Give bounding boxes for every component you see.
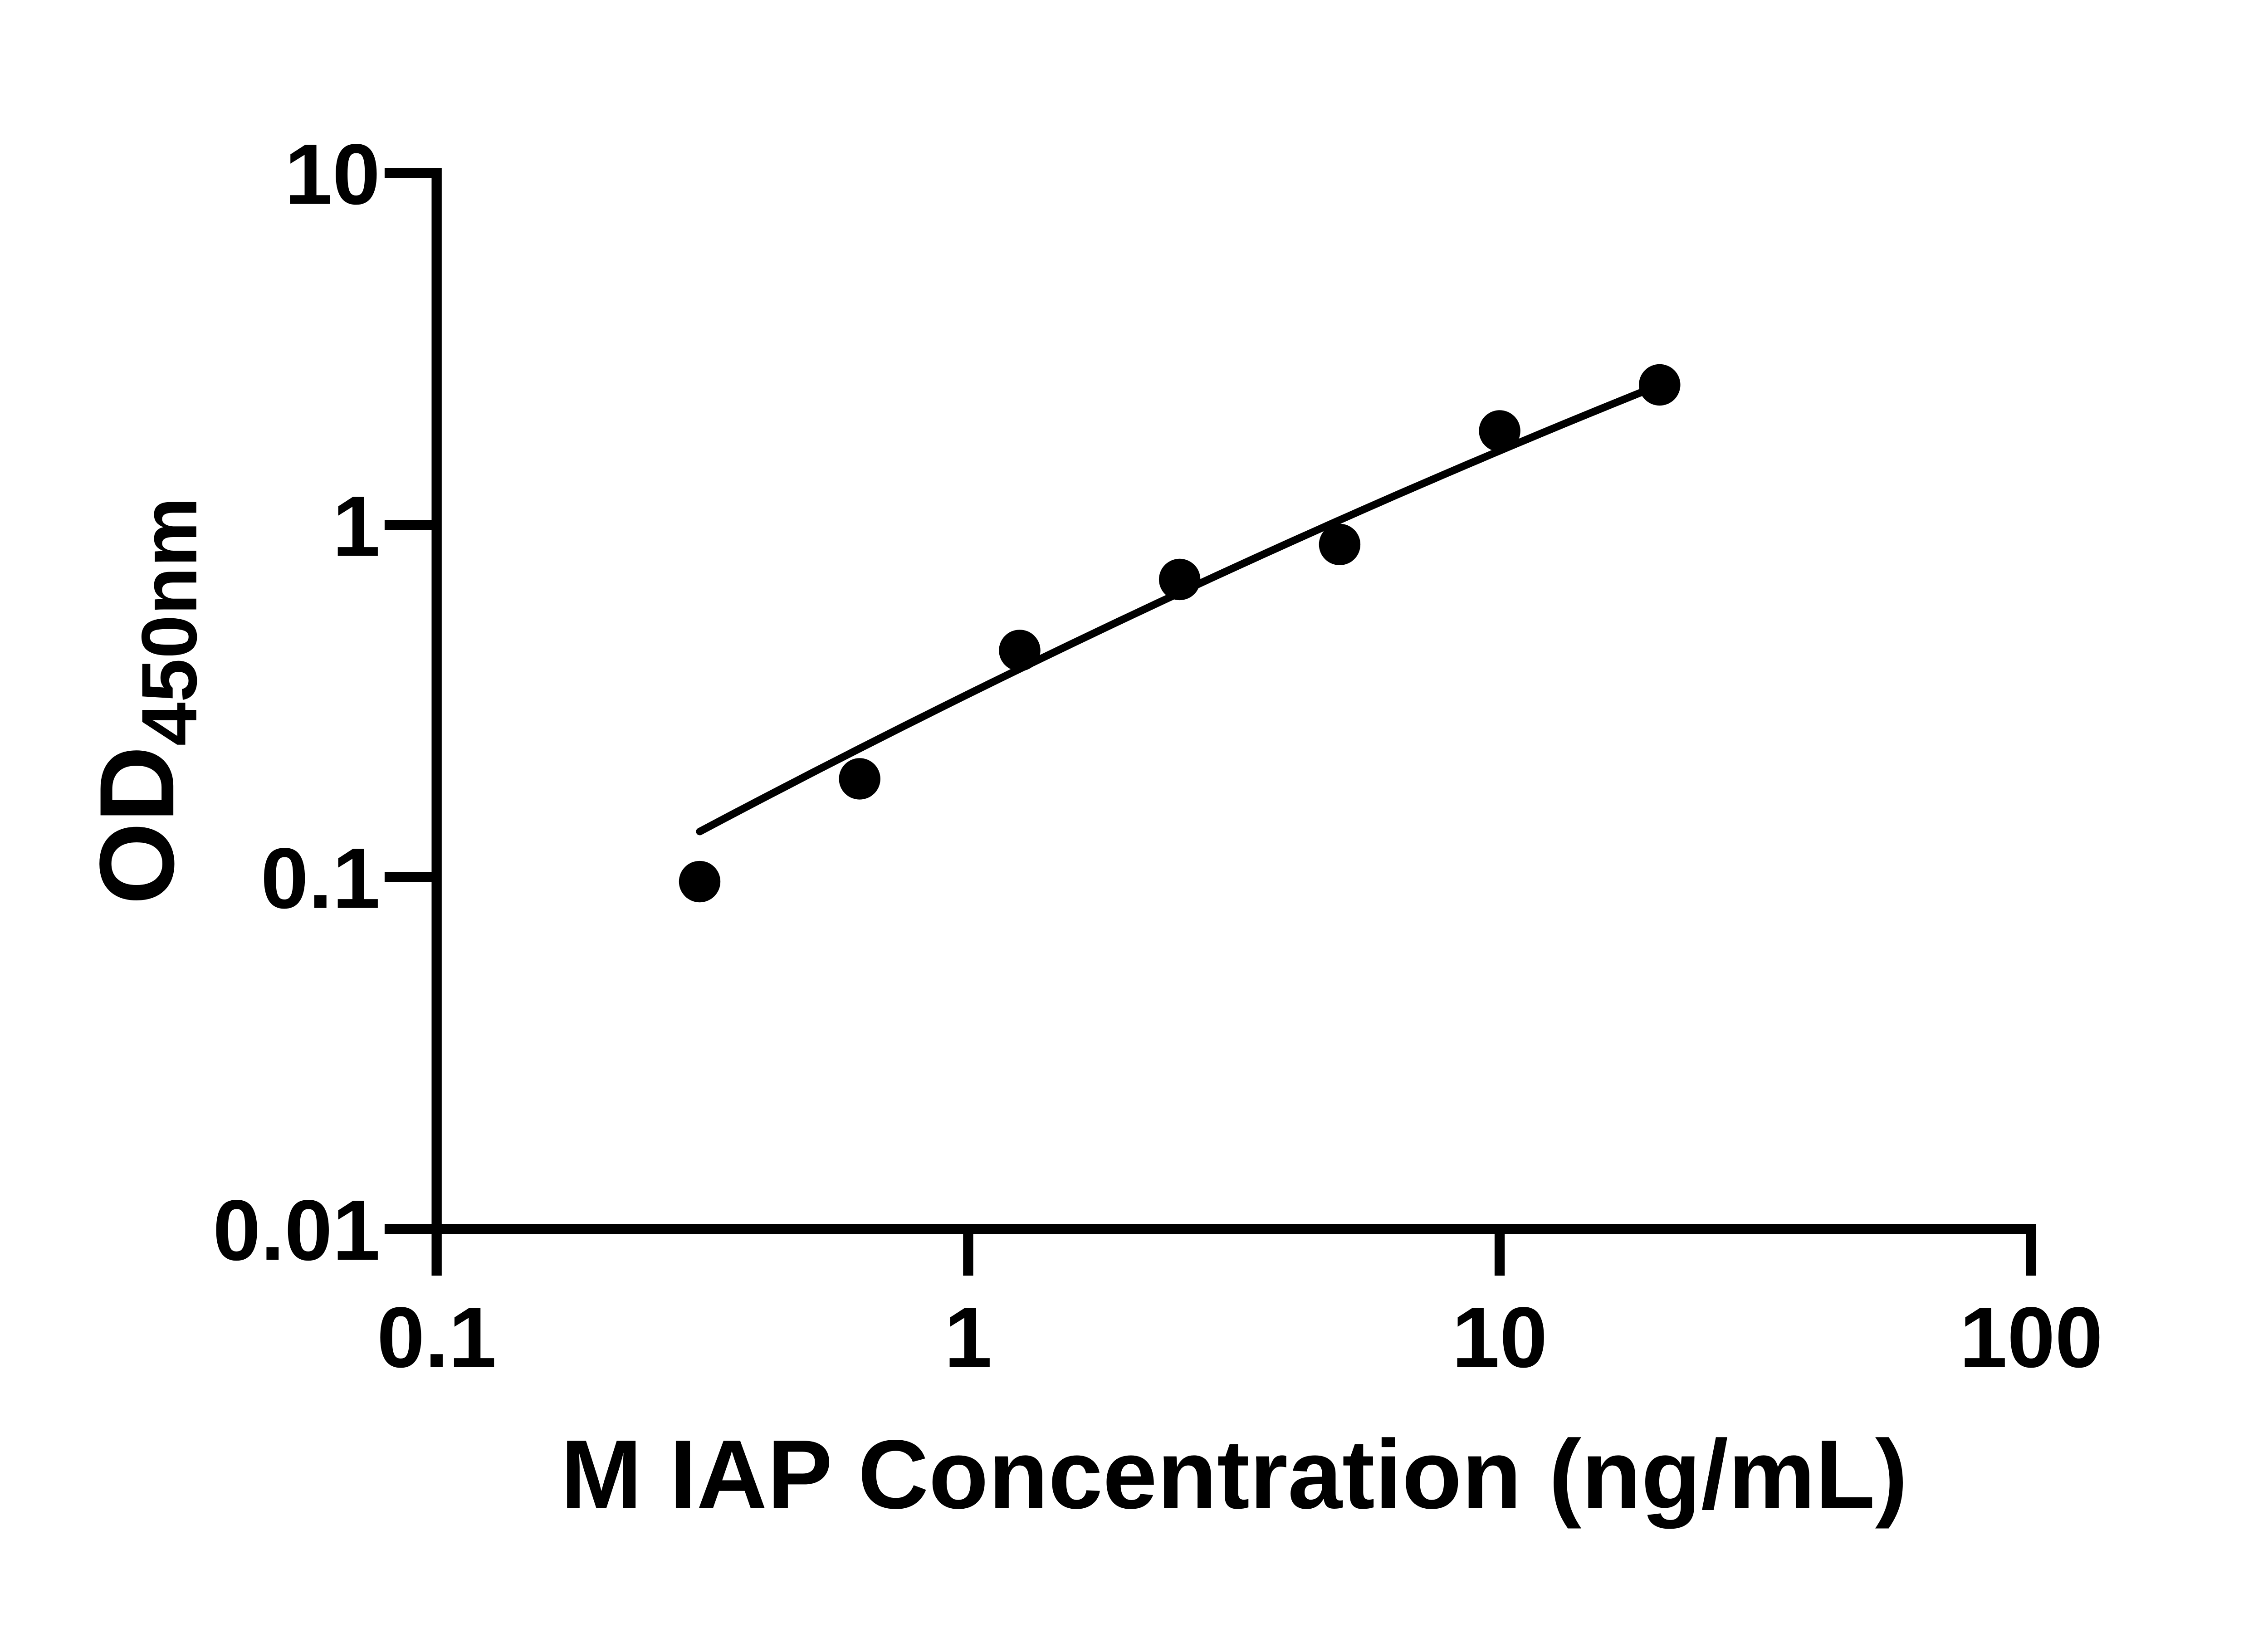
data-point (1319, 523, 1361, 566)
x-axis-title: M IAP Concentration (ng/mL) (561, 1420, 1908, 1529)
data-point (1479, 410, 1520, 452)
data-point (999, 630, 1041, 671)
fit-curve-line (696, 381, 1664, 836)
y-tick-label: 1 (332, 479, 380, 575)
x-tick-label: 0.1 (377, 1290, 497, 1386)
y-tick-label: 0.01 (213, 1182, 380, 1278)
fit-curve-layer (696, 381, 1664, 836)
tick-labels-layer: 0.1 1 10 100 10 1 0.1 0.01 (213, 127, 2103, 1386)
x-tick-label: 10 (1452, 1290, 1548, 1386)
y-axis-title: OD450nm (78, 497, 213, 905)
data-point (1158, 558, 1201, 601)
x-tick-label: 1 (944, 1290, 992, 1386)
tick-marks-layer (384, 168, 2037, 1276)
data-point (679, 861, 721, 903)
data-points-layer (679, 364, 1681, 903)
y-axis-title-main: OD (78, 746, 196, 905)
y-tick-label: 0.1 (261, 830, 381, 926)
y-axis-title-subscript: 450nm (125, 497, 213, 746)
data-point (1639, 364, 1681, 406)
axes-layer (431, 168, 2037, 1234)
data-point (839, 758, 880, 800)
x-tick-label: 100 (1960, 1290, 2103, 1386)
y-tick-label: 10 (284, 127, 380, 223)
